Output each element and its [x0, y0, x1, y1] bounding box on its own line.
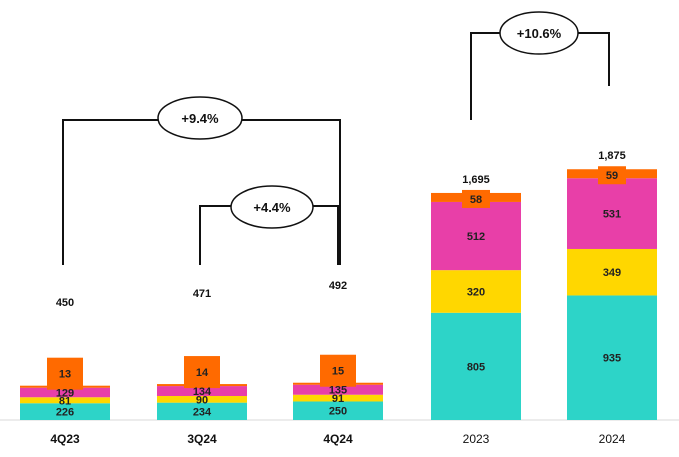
bar-segment — [157, 395, 247, 403]
bar-segment-label-box — [598, 166, 626, 185]
total-label: 450 — [56, 297, 74, 309]
data-label: 234 — [193, 406, 212, 418]
data-label: 59 — [606, 170, 618, 182]
growth-ellipse — [499, 11, 579, 55]
data-label: 134 — [193, 386, 212, 398]
data-label: 58 — [470, 194, 482, 206]
data-label: 805 — [467, 361, 485, 373]
x-tick-label: 2024 — [599, 432, 626, 446]
data-label: 81 — [59, 395, 71, 407]
bar-segment — [47, 357, 83, 390]
data-label: 14 — [196, 367, 209, 379]
x-tick-label: 4Q24 — [323, 432, 353, 446]
bar-segment — [567, 178, 657, 249]
total-label: 1,875 — [598, 150, 626, 162]
total-label: 492 — [329, 280, 347, 292]
bar-segment — [431, 201, 521, 271]
labels-group: 22681129134504Q2323490134144713Q24250911… — [50, 150, 625, 446]
bars-group — [20, 166, 657, 420]
growth-label: +4.4% — [253, 200, 291, 215]
data-label: 90 — [196, 394, 208, 406]
bar-segment — [20, 387, 110, 398]
growth-label: +9.4% — [181, 111, 219, 126]
bar-segment — [20, 397, 110, 404]
bar-segment — [431, 312, 521, 420]
growth-annotations: +9.4% +4.4% +10.6% — [62, 11, 610, 265]
growth-ellipse — [157, 96, 243, 140]
data-label: 135 — [329, 385, 347, 397]
data-label: 531 — [603, 209, 621, 221]
bar-segment — [293, 394, 383, 402]
x-tick-label: 2023 — [463, 432, 490, 446]
total-label: 471 — [193, 288, 211, 300]
bar-segment — [293, 384, 383, 395]
growth-label: +10.6% — [517, 26, 562, 41]
data-label: 129 — [56, 387, 74, 399]
bar-segment-label-box — [462, 189, 490, 208]
bar-segment — [567, 248, 657, 296]
bar-segment — [157, 402, 247, 420]
growth-ellipse — [230, 185, 314, 229]
bar-segment — [184, 356, 220, 389]
data-label: 512 — [467, 231, 485, 243]
data-label: 320 — [467, 286, 485, 298]
bar-segment — [567, 295, 657, 420]
bar-segment — [320, 354, 356, 387]
bar-segment — [20, 403, 110, 420]
total-label: 1,695 — [462, 174, 490, 186]
data-label: 226 — [56, 407, 74, 419]
bar-segment — [157, 386, 247, 396]
data-label: 935 — [603, 353, 621, 365]
data-label: 91 — [332, 393, 344, 405]
x-tick-label: 3Q24 — [187, 432, 217, 446]
data-label: 250 — [329, 406, 347, 418]
data-label: 13 — [59, 369, 71, 381]
x-tick-label: 4Q23 — [50, 432, 80, 446]
data-label: 15 — [332, 366, 344, 378]
bar-segment — [431, 270, 521, 313]
bar-segment — [293, 401, 383, 420]
data-label: 349 — [603, 267, 621, 279]
